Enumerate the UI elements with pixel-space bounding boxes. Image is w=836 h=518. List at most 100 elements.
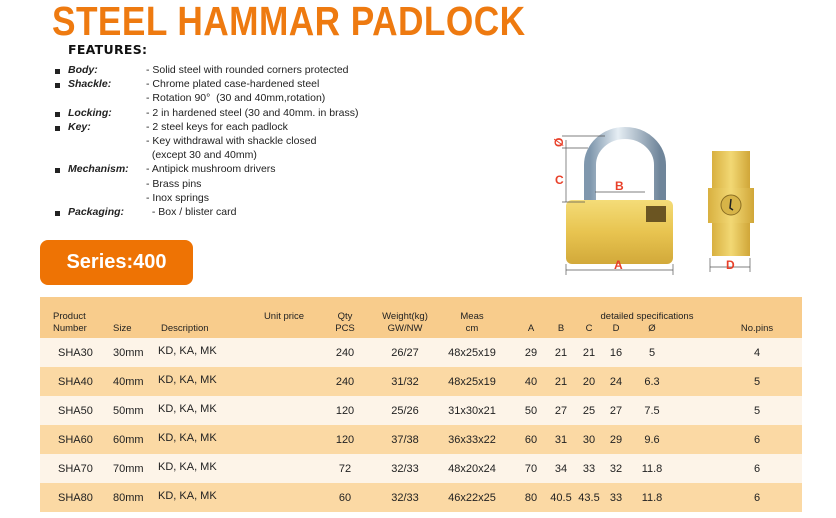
feature-label: Body: (68, 64, 98, 76)
header-pcs: PCS (335, 323, 355, 334)
cell-b: 31 (554, 434, 568, 446)
cell-pins: 5 (753, 376, 761, 388)
cell-b: 34 (554, 463, 568, 475)
header-size: Size (113, 323, 132, 334)
cell-qty: 240 (335, 347, 355, 359)
feature-label: Locking: (68, 106, 112, 119)
cell-weight: 26/27 (391, 347, 419, 359)
table-row: SHA50 50mm KD, KA, MK 120 25/26 31x30x21 50 27 2… (40, 396, 802, 425)
cell-description: KD, KA, MK (158, 374, 217, 386)
cell-a: 50 (524, 405, 538, 417)
cell-weight: 32/33 (391, 492, 419, 504)
cell-a: 60 (524, 434, 538, 446)
cell-size: 40mm (113, 376, 144, 388)
cell-d: 27 (609, 405, 623, 417)
feature-text: (except 30 and 40mm) (146, 149, 257, 162)
cell-c: 25 (582, 405, 596, 417)
cell-d: 24 (609, 376, 623, 388)
bullet-icon (55, 211, 60, 216)
bullet-icon (55, 168, 60, 174)
table-row: SHA70 70mm KD, KA, MK 72 32/33 48x20x24 70 34 33… (40, 454, 802, 483)
bullet-icon (55, 125, 60, 131)
cell-b: 21 (554, 376, 568, 388)
header-description: Description (161, 323, 209, 334)
cell-c: 33 (582, 463, 596, 475)
header-pins: No.pins (740, 323, 774, 334)
cell-size: 70mm (113, 463, 144, 475)
header-a: A (527, 323, 535, 334)
cell-weight: 25/26 (391, 405, 419, 417)
cell-product: SHA50 (58, 405, 93, 417)
feature-text: - Chrome plated case-hardened steel (146, 78, 320, 91)
cell-c: 43.5 (578, 492, 600, 504)
cell-pins: 4 (753, 347, 761, 359)
cell-description: KD, KA, MK (158, 490, 217, 502)
header-product: Product (53, 311, 86, 322)
cell-pins: 6 (753, 463, 761, 475)
cell-qty: 60 (338, 492, 352, 504)
header-b: B (557, 323, 565, 334)
cell-product: SHA60 (58, 434, 93, 446)
feature-text: - Antipick mushroom drivers (146, 163, 276, 176)
header-cm: cm (465, 323, 479, 334)
feature-text: - Box / blister card (146, 206, 237, 218)
table-row: SHA60 60mm KD, KA, MK 120 37/38 36x33x22 60 31 3… (40, 425, 802, 454)
table-header: Product Number Size Description Unit pri… (40, 297, 802, 338)
header-detailed-specs: detailed specifications (600, 311, 694, 322)
feature-label: Shackle: (68, 78, 112, 91)
cell-size: 60mm (113, 434, 144, 446)
cell-meas: 48x25x19 (448, 376, 496, 388)
features-heading: FEATURES: (68, 42, 148, 57)
cell-weight: 31/32 (391, 376, 419, 388)
cell-phi: 6.3 (644, 376, 660, 388)
feature-label: Packaging: (68, 206, 125, 218)
table-row: SHA40 40mm KD, KA, MK 240 31/32 48x25x19 40 21 2… (40, 367, 802, 396)
cell-description: KD, KA, MK (158, 403, 217, 415)
header-gwnw: GW/NW (387, 323, 423, 334)
cell-d: 32 (609, 463, 623, 475)
cell-phi: 5 (648, 347, 656, 359)
bullet-icon (55, 111, 60, 117)
cell-pins: 6 (753, 434, 761, 446)
cell-b: 40.5 (550, 492, 572, 504)
cell-meas: 31x30x21 (448, 405, 496, 417)
cell-meas: 48x20x24 (448, 463, 496, 475)
bullet-icon (55, 83, 60, 89)
cell-description: KD, KA, MK (158, 345, 217, 357)
cell-size: 80mm (113, 492, 144, 504)
padlock-diagram: Ø C B A D (552, 127, 754, 275)
cell-b: 21 (554, 347, 568, 359)
cell-c: 30 (582, 434, 596, 446)
feature-text: - Rotation 90° (30 and 40mm,rotation) (146, 92, 326, 105)
feature-text: - Brass pins (146, 177, 202, 190)
header-c: C (585, 323, 593, 334)
dim-a: A (614, 258, 623, 272)
feature-text: - Solid steel with rounded corners prote… (146, 64, 349, 76)
cell-phi: 7.5 (644, 405, 660, 417)
header-d: D (612, 323, 620, 334)
cell-d: 29 (609, 434, 623, 446)
table-row: SHA30 30mm KD, KA, MK 240 26/27 48x25x19 29 21 2… (40, 338, 802, 367)
cell-meas: 48x25x19 (448, 347, 496, 359)
dim-phi: Ø (552, 138, 566, 147)
series-badge: Series:400 (40, 240, 193, 285)
dim-d: D (726, 258, 735, 272)
cell-a: 29 (524, 347, 538, 359)
feature-text: - 2 in hardened steel (30 and 40mm. in b… (146, 106, 359, 119)
page-title: STEEL HAMMAR PADLOCK (52, 0, 526, 44)
header-weight: Weight(kg) (382, 311, 428, 322)
cell-a: 70 (524, 463, 538, 475)
cell-qty: 240 (335, 376, 355, 388)
cell-qty: 120 (335, 405, 355, 417)
cell-pins: 5 (753, 405, 761, 417)
dim-b: B (615, 179, 624, 193)
cell-weight: 32/33 (391, 463, 419, 475)
cell-product: SHA70 (58, 463, 93, 475)
cell-weight: 37/38 (391, 434, 419, 446)
cell-c: 20 (582, 376, 596, 388)
cell-c: 21 (582, 347, 596, 359)
cell-pins: 6 (753, 492, 761, 504)
cell-a: 80 (524, 492, 538, 504)
cell-d: 33 (609, 492, 623, 504)
